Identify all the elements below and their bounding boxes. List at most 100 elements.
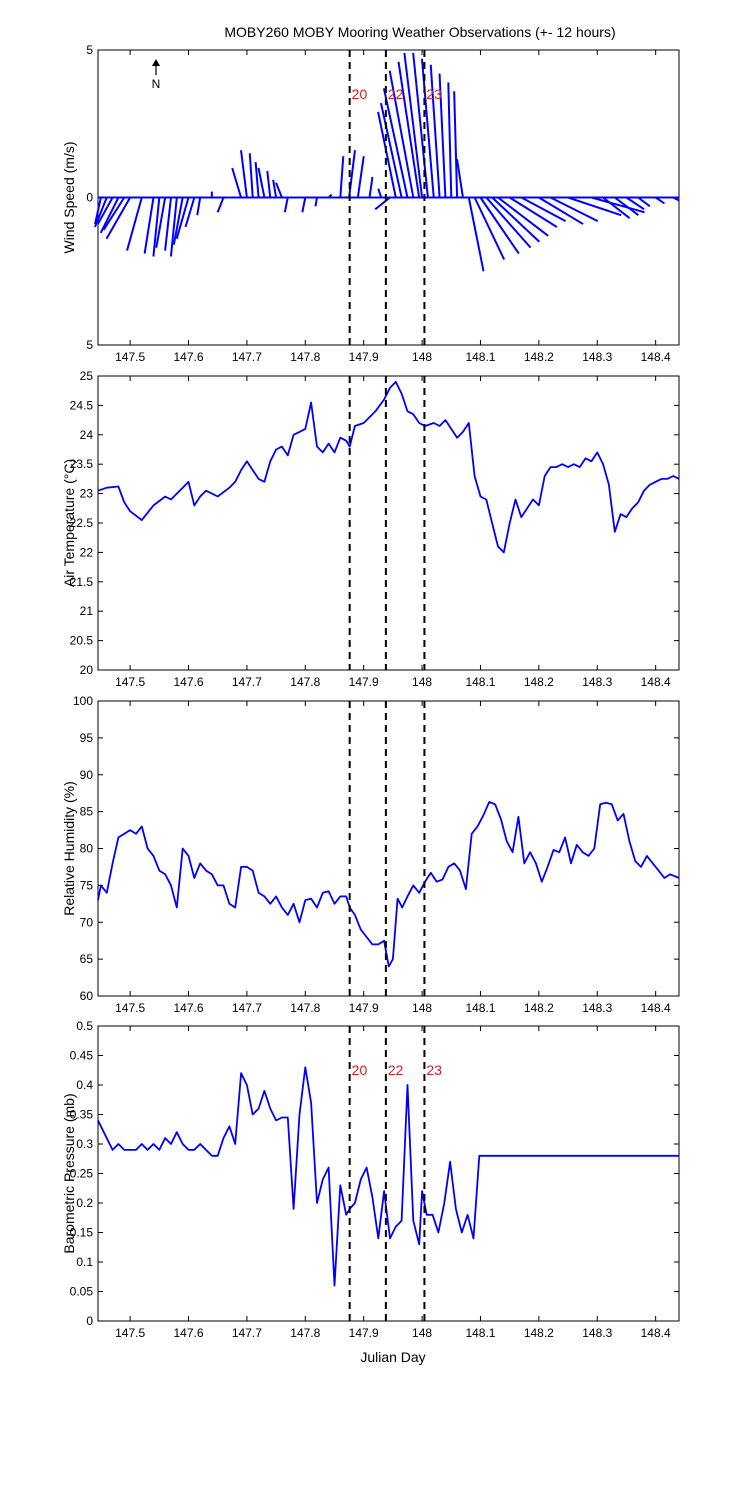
x-tick-label: 147.8 — [290, 675, 320, 689]
x-tick-label: 148 — [412, 1001, 432, 1015]
x-tick-label: 147.5 — [115, 675, 145, 689]
x-tick-label: 148.1 — [465, 675, 495, 689]
y-tick-label: 65 — [80, 952, 94, 966]
wind-vector — [248, 153, 254, 198]
panel-2: 20 20.5 21 21.5 22 22.5 23 23.5 24 24.5 25 147.5 147… — [61, 369, 680, 689]
y-tick-label: 0.05 — [70, 1285, 94, 1299]
wind-vector — [275, 182, 283, 198]
x-tick-label: 147.9 — [349, 350, 379, 364]
wind-vector — [356, 156, 365, 198]
y-tick-label: 0.4 — [76, 1078, 93, 1092]
event-label: 23 — [426, 86, 442, 102]
y-tick-label: 21.5 — [70, 575, 94, 589]
event-label: 22 — [388, 86, 404, 102]
wind-vector — [591, 196, 645, 214]
y-tick-label: 20 — [80, 663, 94, 677]
wind-vector — [240, 150, 248, 198]
wind-vector — [301, 197, 307, 213]
north-arrow-head-icon — [152, 59, 160, 66]
wind-vector — [339, 156, 345, 198]
wind-vector — [637, 196, 651, 208]
wind-vector — [382, 88, 409, 198]
y-tick-label: 75 — [80, 878, 94, 892]
x-tick-label: 147.9 — [349, 675, 379, 689]
wind-vector — [184, 197, 196, 228]
wind-vector — [155, 197, 167, 248]
x-tick-label: 147.6 — [173, 1326, 203, 1340]
x-tick-label: 147.7 — [232, 675, 262, 689]
wind-vector — [314, 197, 318, 207]
y-tick-label: 20.5 — [70, 634, 94, 648]
wind-vector — [388, 70, 415, 198]
wind-vector — [254, 162, 260, 198]
panels-group: 5 0 5 147.5 147.6 147.7 147.8 147.9 148 148.1 148.… — [61, 43, 680, 1340]
wind-vector — [368, 176, 374, 198]
x-tick-label: 147.7 — [232, 1326, 262, 1340]
wind-vector — [467, 197, 485, 272]
x-tick-label: 148.3 — [582, 1001, 612, 1015]
y-tick-label: 23.5 — [70, 457, 94, 471]
x-tick-label: 147.6 — [173, 1001, 203, 1015]
x-tick-label: 148.4 — [641, 1001, 671, 1015]
wind-vector — [152, 197, 161, 257]
y-axis-label: Wind Speed (m/s) — [61, 141, 77, 253]
x-tick-label: 148.2 — [524, 1326, 554, 1340]
wind-vector — [94, 197, 102, 225]
y-tick-label: 0.1 — [76, 1255, 93, 1269]
x-tick-label: 147.8 — [290, 350, 320, 364]
x-tick-label: 147.8 — [290, 1326, 320, 1340]
event-label: 20 — [352, 1062, 368, 1078]
y-tick-label: 95 — [80, 731, 94, 745]
x-tick-label: 147.5 — [115, 1326, 145, 1340]
wind-vector — [655, 196, 666, 205]
panel-3: 60 65 70 75 80 85 90 95 100 147.5 147.6 147.7 147.8 1… — [61, 694, 680, 1015]
y-tick-label: 25 — [80, 369, 94, 383]
series-line — [97, 1066, 679, 1287]
x-tick-label: 148.2 — [524, 350, 554, 364]
wind-vector — [602, 196, 631, 219]
y-tick-label: 80 — [80, 842, 94, 856]
y-tick-label: 5 — [86, 338, 93, 352]
wind-vector — [509, 196, 558, 228]
x-tick-label: 147.8 — [290, 1001, 320, 1015]
wind-vector — [567, 196, 622, 217]
x-tick-label: 147.7 — [232, 1001, 262, 1015]
wind-vector — [550, 196, 599, 222]
y-axis-label: Air Temperature (°C) — [61, 459, 77, 587]
wind-vector — [99, 197, 120, 234]
wind-vector — [283, 197, 289, 213]
wind-vector — [102, 196, 126, 231]
wind-vector — [272, 179, 278, 198]
wind-vector — [327, 193, 333, 199]
wind-vector — [625, 196, 645, 211]
wind-vector — [485, 196, 532, 249]
chart-title: MOBY260 MOBY Mooring Weather Observation… — [224, 24, 616, 40]
y-tick-label: 0.2 — [76, 1196, 93, 1210]
wind-vector — [447, 82, 453, 198]
wind-vector — [216, 197, 225, 213]
y-tick-label: 85 — [80, 805, 94, 819]
y-tick-label: 90 — [80, 768, 94, 782]
plot-frame — [97, 700, 680, 997]
event-label: 22 — [388, 1062, 404, 1078]
wind-vector — [397, 61, 421, 198]
x-tick-label: 148.2 — [524, 1001, 554, 1015]
wind-vector — [348, 150, 356, 198]
wind-vector — [126, 197, 143, 251]
x-tick-label: 147.9 — [349, 1326, 379, 1340]
wind-vector — [257, 167, 266, 198]
y-tick-label: 21 — [80, 604, 94, 618]
wind-vector — [172, 197, 184, 245]
north-label: N — [152, 77, 161, 91]
x-tick-label: 147.7 — [232, 350, 262, 364]
x-tick-label: 147.5 — [115, 1001, 145, 1015]
x-tick-label: 148.1 — [465, 1001, 495, 1015]
wind-vector — [438, 73, 447, 198]
wind-vector — [374, 196, 391, 211]
wind-vector — [96, 197, 114, 225]
wind-vector — [105, 197, 131, 240]
wind-vector — [420, 58, 435, 198]
x-tick-label: 148.4 — [641, 1326, 671, 1340]
wind-vector — [175, 197, 190, 240]
